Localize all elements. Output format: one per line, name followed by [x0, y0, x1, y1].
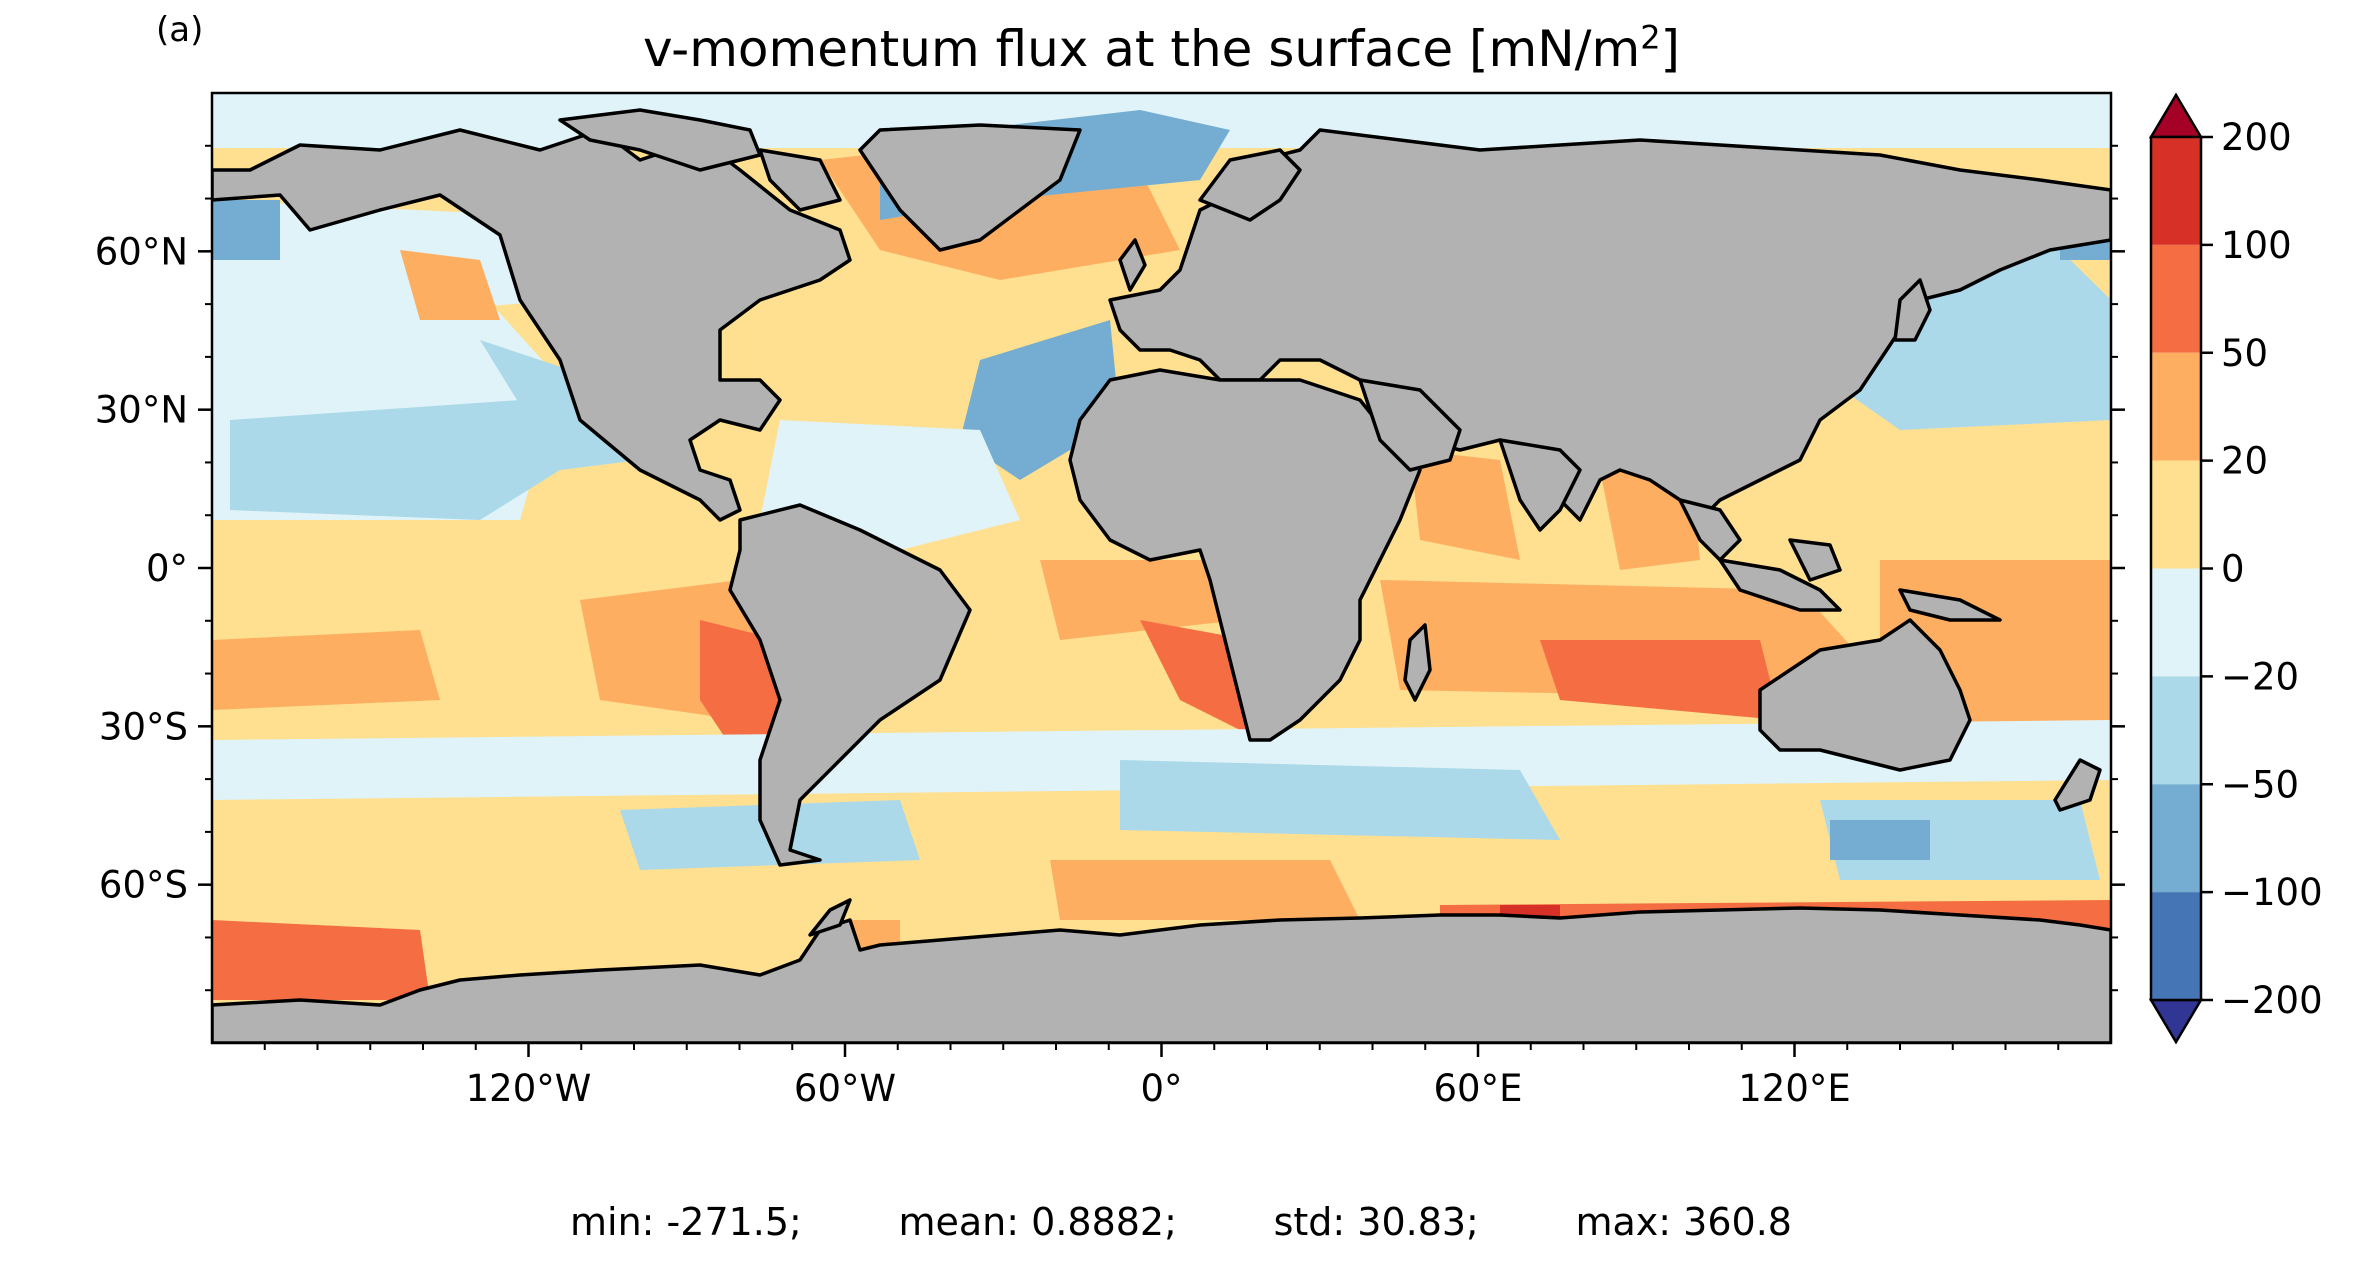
colorbar-tick-label: 100: [2221, 224, 2292, 267]
land-greenland: [858, 123, 1082, 252]
land-british-isles: [1118, 238, 1147, 292]
ocean-anomaly-patches: [212, 93, 2111, 1000]
land-africa: [1068, 368, 1422, 742]
colorbar-extend-max: [2148, 92, 2204, 139]
colorbar-tick-label: −20: [2221, 655, 2299, 698]
land-south-america: [728, 503, 972, 867]
colorbar-cell: [2151, 676, 2201, 785]
lat-tick-label: 60°S: [99, 864, 188, 907]
stat-mean: mean: 0.8882;: [898, 1200, 1177, 1244]
colorbar-cell: [2151, 892, 2201, 1000]
land-masses: [212, 108, 2111, 1043]
land-se-asia: [1678, 498, 1742, 562]
colorbar-tick-label: −200: [2221, 979, 2323, 1022]
land-new-guinea: [1898, 588, 2002, 622]
latitude-ticks: 60°N 30°N 0° 30°S 60°S: [95, 230, 2125, 907]
colorbar-cell: [2151, 784, 2201, 893]
land-borneo: [1788, 538, 1842, 582]
land-australia: [1758, 618, 1972, 772]
land-madagascar: [1403, 623, 1432, 702]
colorbar-tick-label: −100: [2221, 871, 2323, 914]
land-arabia: [1358, 378, 1462, 472]
ross-sea-red: [212, 920, 430, 1000]
lon-tick-label: 60°E: [1434, 1067, 1523, 1110]
colorbar-cell: [2151, 352, 2201, 461]
bering-blue: [212, 200, 280, 260]
south-atlantic-blue: [1120, 760, 1560, 840]
map-area: 120°W 60°W 0° 60°E 120°E 60°N 30°N 0° 30°S 60°S: [95, 91, 2125, 1110]
land-japan: [1893, 278, 1932, 342]
lon-tick-label: 120°W: [466, 1067, 592, 1110]
colorbar-cell: [2151, 137, 2201, 245]
lon-tick-label: 120°E: [1738, 1067, 1851, 1110]
land-antarctic-peninsula: [808, 898, 852, 937]
lon-tick-label: 0°: [1140, 1067, 1182, 1110]
indian-ocean-red: [1540, 640, 1780, 720]
map-title-text: v-momentum flux at the surface [mN/m: [642, 20, 1641, 78]
colorbar-tick-label: 20: [2221, 440, 2268, 483]
lat-tick-label: 0°: [146, 547, 188, 590]
lat-tick-label: 30°N: [95, 389, 188, 432]
equatorial-pacific-yellow: [212, 520, 760, 590]
longitude-ticks: 120°W 60°W 0° 60°E 120°E: [466, 1043, 1851, 1110]
stat-max: max: 360.8: [1575, 1200, 1792, 1244]
stat-std: std: 30.83;: [1273, 1200, 1479, 1244]
south-indian-deep-blue: [1830, 820, 1930, 860]
colorbar-cell: [2151, 244, 2201, 353]
land-indonesia: [1718, 558, 1842, 612]
colorbar-tick-label: 200: [2221, 116, 2292, 159]
land-north-america: [212, 128, 852, 522]
colorbar-extend-min: [2148, 998, 2204, 1045]
lon-tick-label: 60°W: [794, 1067, 896, 1110]
map-title: v-momentum flux at the surface [mN/m2]: [212, 20, 2111, 78]
map-title-suffix: ]: [1660, 20, 1681, 78]
land-antarctica: [212, 906, 2111, 1043]
land-new-zealand: [2053, 758, 2102, 812]
colorbar-cells: [2148, 92, 2204, 1045]
land-baffin-island: [758, 148, 842, 212]
land-scandinavia: [1198, 148, 1302, 222]
colorbar-tick-label: −50: [2221, 763, 2299, 806]
south-atlantic-orange: [1050, 860, 1360, 920]
land-india: [1498, 438, 1582, 532]
arabian-sea-orange: [1410, 450, 1520, 560]
colorbar-cell: [2151, 568, 2201, 677]
colorbar-tick-label: 0: [2221, 548, 2245, 591]
stat-min: min: -271.5;: [570, 1200, 802, 1244]
gulf-guinea-orange: [1040, 560, 1240, 640]
east-pacific-blue: [230, 400, 560, 520]
colorbar-cell: [2151, 460, 2201, 569]
southern-ocean-neutral: [212, 720, 2111, 800]
statistics-line: min: -271.5; mean: 0.8882; std: 30.83; m…: [0, 1200, 2362, 1244]
map-title-superscript: 2: [1640, 18, 1661, 57]
colorbar-tick-label: 50: [2221, 332, 2268, 375]
gulf-alaska-orange: [400, 250, 500, 320]
south-pacific-orange: [212, 630, 440, 710]
lat-tick-label: 30°S: [99, 705, 188, 748]
lat-tick-label: 60°N: [95, 230, 188, 273]
panel-label: (a): [156, 10, 204, 50]
